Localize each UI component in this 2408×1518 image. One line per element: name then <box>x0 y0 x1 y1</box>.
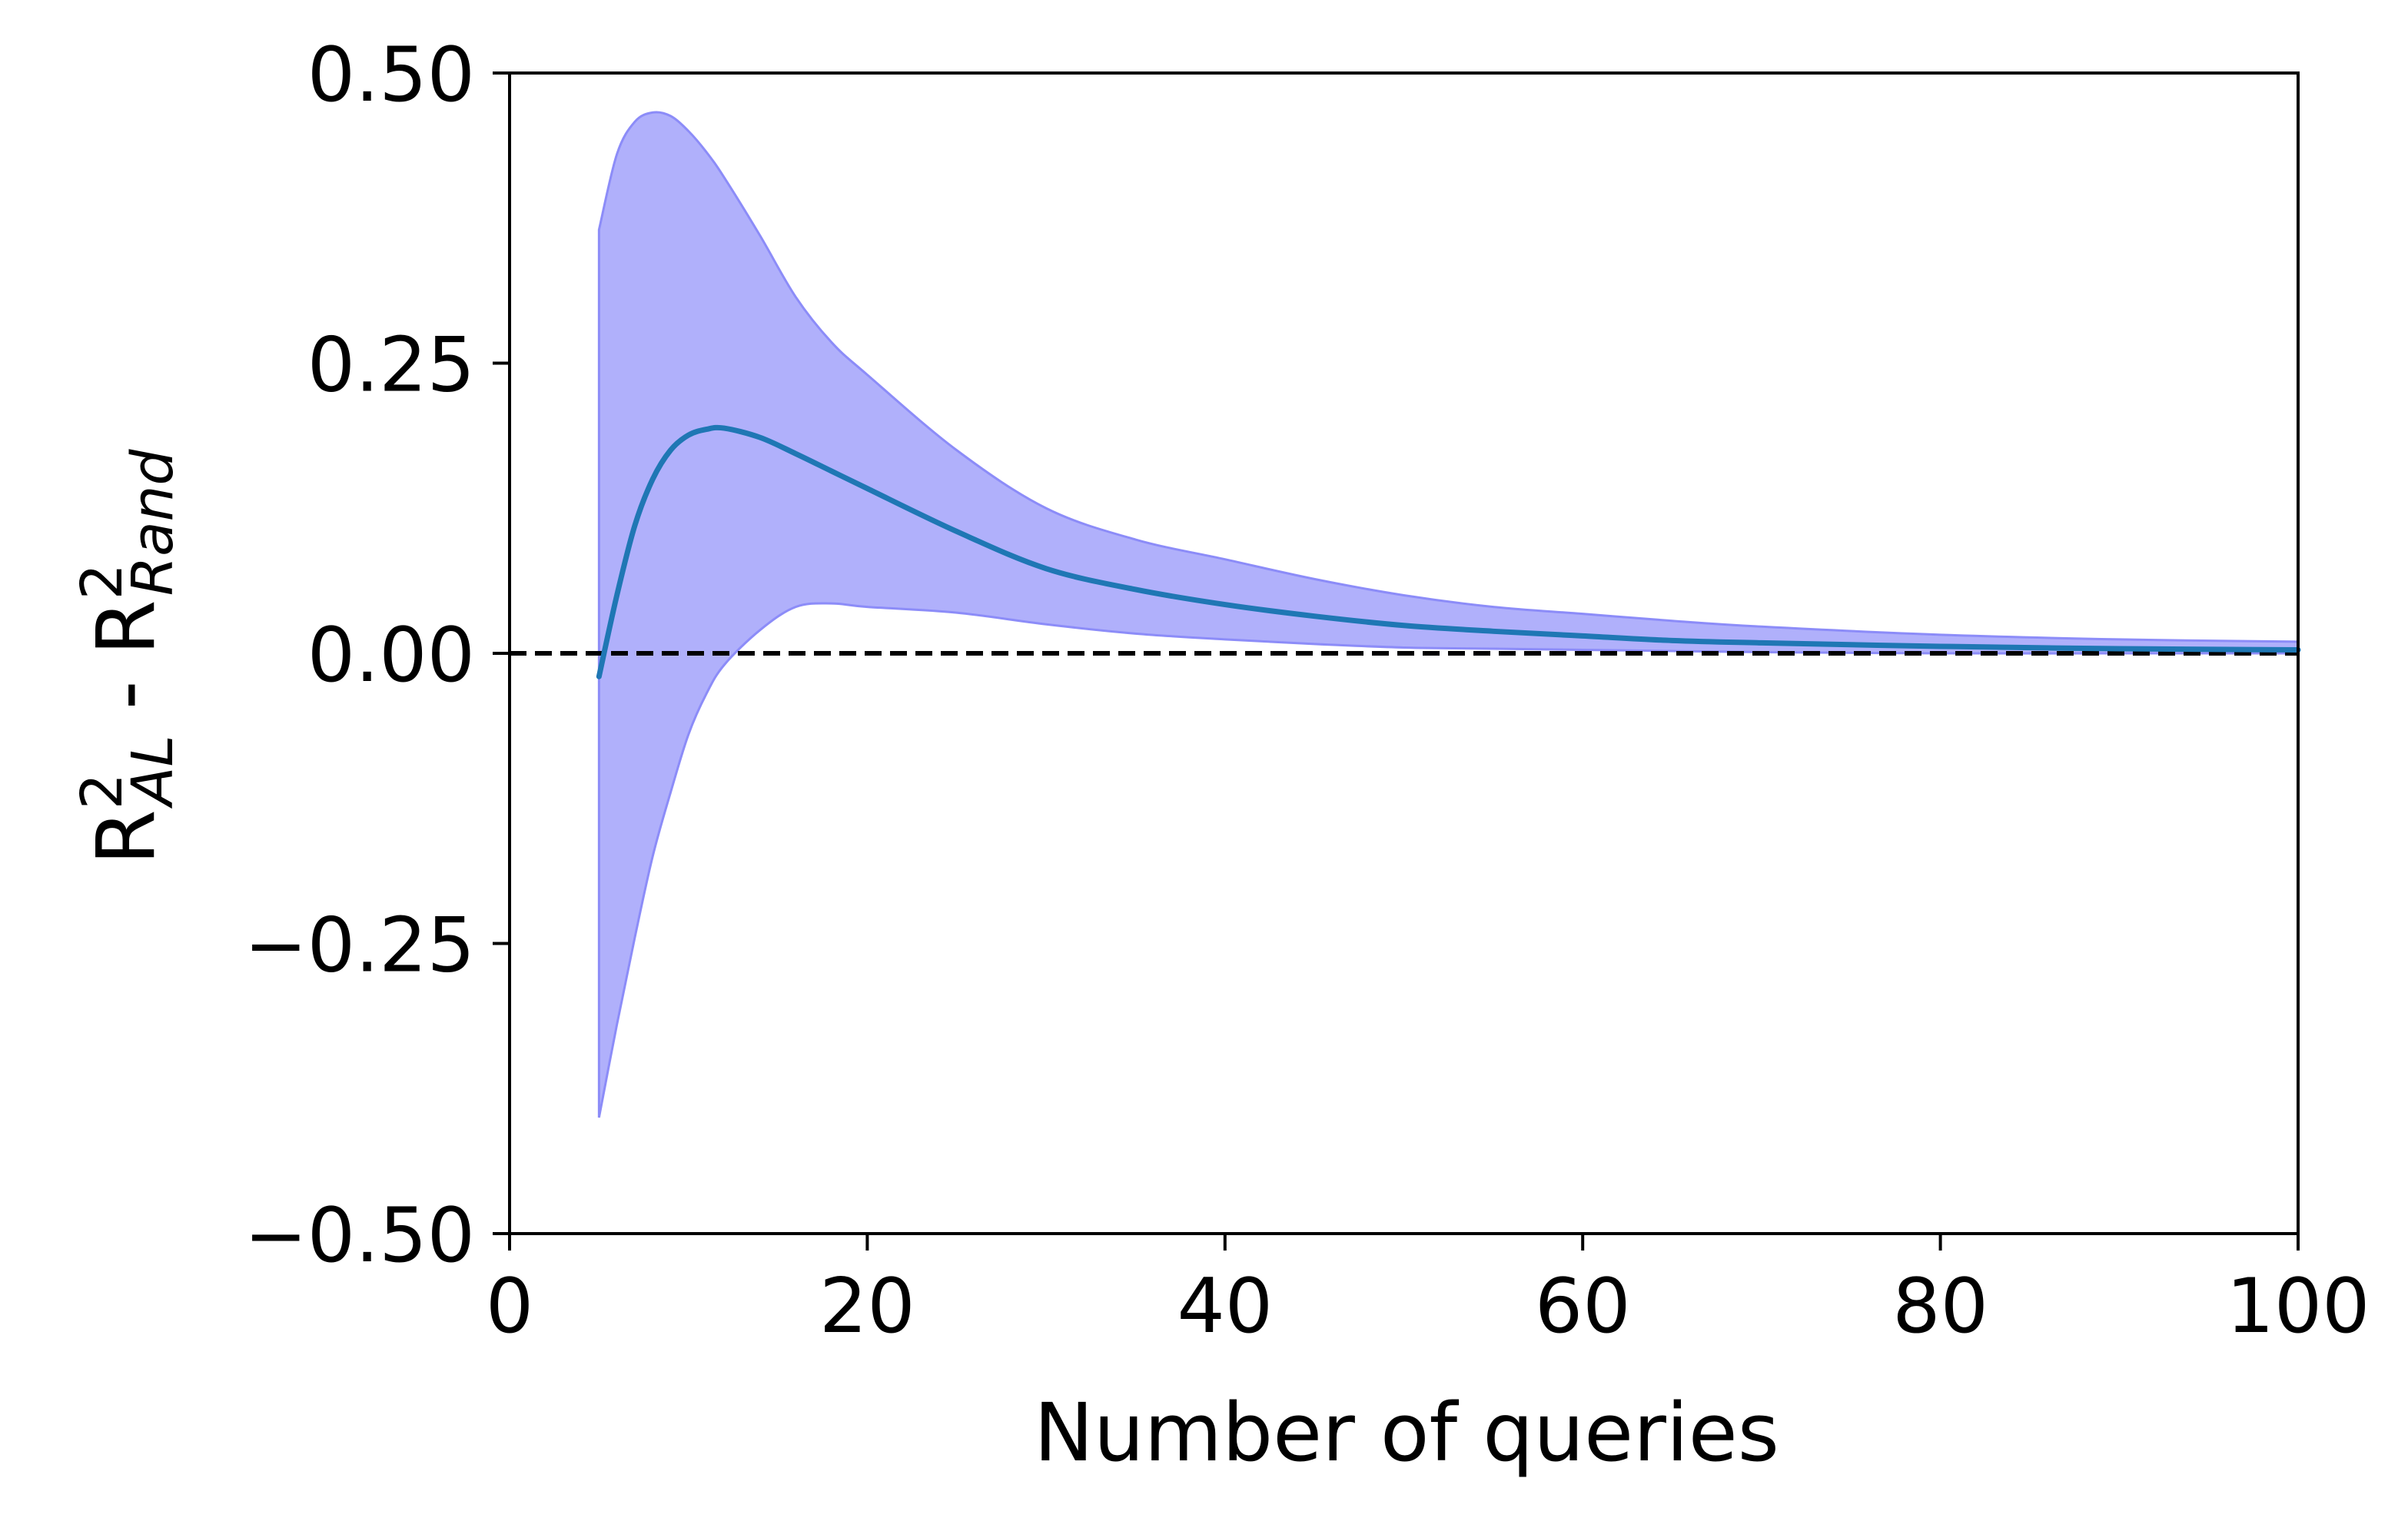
confidence-band-layer <box>597 111 2300 1118</box>
mean-line <box>596 424 2301 679</box>
y-tick-label: 0.50 <box>307 32 475 119</box>
y-axis-label-r-rand-sub: Rand <box>120 449 186 596</box>
y-axis-ticks: −0.50 −0.25 0.00 0.25 0.50 <box>244 32 510 1280</box>
mean-line-layer <box>596 424 2301 679</box>
x-tick-label: 40 <box>1177 1263 1273 1350</box>
x-tick-label: 20 <box>819 1263 915 1350</box>
y-axis-label-r-al-sup: 2 <box>69 773 135 809</box>
x-tick-label: 60 <box>1535 1263 1631 1350</box>
y-tick-label: 0.00 <box>307 612 475 699</box>
y-axis-label: R2AL - R2Rand <box>69 449 186 865</box>
y-tick-label: −0.50 <box>244 1192 475 1280</box>
y-tick-label: 0.25 <box>307 322 475 410</box>
x-axis-label: Number of queries <box>1034 1386 1779 1480</box>
y-axis-label-r-rand-sup: 2 <box>69 563 135 600</box>
y-axis-label-separator: - <box>79 656 173 736</box>
y-tick-label: −0.25 <box>244 902 475 990</box>
x-tick-label: 80 <box>1892 1263 1988 1350</box>
x-tick-label: 100 <box>2226 1263 2370 1350</box>
x-tick-label: 0 <box>486 1263 533 1350</box>
y-axis-label-r-rand: R <box>79 600 173 655</box>
confidence-band <box>597 111 2300 1118</box>
x-axis-ticks: 0 20 40 60 80 100 <box>486 1234 2370 1350</box>
y-axis-label-r-al: R <box>79 809 173 865</box>
y-axis-label-r-al-sub: AL <box>120 735 186 809</box>
